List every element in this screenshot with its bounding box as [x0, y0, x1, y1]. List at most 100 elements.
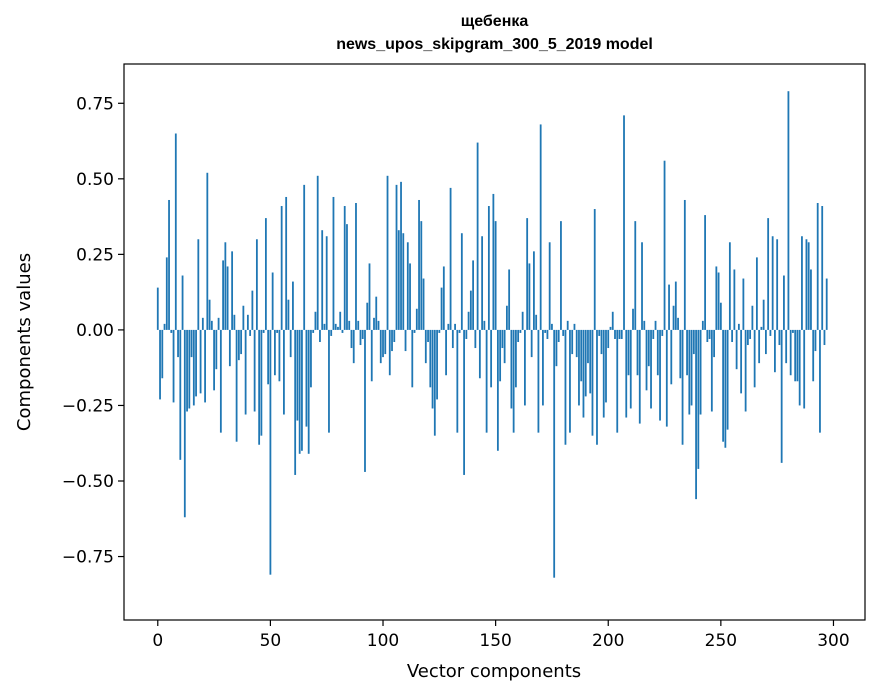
bar [677, 317, 679, 330]
bar [787, 91, 790, 330]
bar [449, 187, 452, 330]
bar [767, 218, 770, 330]
bar [600, 329, 603, 355]
bar [460, 233, 463, 330]
bar [197, 239, 200, 330]
bar [632, 308, 634, 330]
bar [163, 323, 166, 330]
bar [174, 133, 177, 330]
bar [620, 329, 623, 339]
bar [384, 329, 387, 355]
bar [379, 329, 382, 364]
bar [240, 329, 243, 355]
bar [451, 329, 454, 349]
bar [569, 329, 571, 433]
bar [438, 329, 441, 333]
bar [519, 329, 522, 333]
y-axis-ticks: −0.75 −0.50 −0.25 0.00 0.25 0.50 0.75 [62, 94, 124, 568]
bar [753, 329, 756, 388]
bar [278, 329, 281, 382]
bar [334, 323, 337, 330]
bar [762, 299, 765, 330]
bar [593, 209, 596, 330]
bar [305, 329, 308, 427]
bar [803, 329, 806, 409]
bar [402, 233, 405, 330]
bar [553, 329, 556, 578]
bar [542, 329, 544, 406]
bar [377, 320, 380, 330]
bar [695, 329, 697, 500]
bar [566, 320, 569, 330]
bar [467, 311, 470, 330]
bar [264, 218, 267, 330]
y-tick-label: −0.50 [62, 472, 114, 492]
bar [159, 329, 161, 400]
bar [533, 251, 535, 330]
bar [643, 320, 646, 330]
bar [481, 236, 484, 330]
bar [422, 278, 425, 330]
y-tick-label: −0.25 [62, 396, 114, 416]
bar [246, 314, 249, 330]
bar [188, 329, 191, 409]
bar [774, 329, 776, 373]
bar [544, 329, 547, 333]
bar [433, 329, 436, 436]
bar [582, 329, 585, 418]
bar [420, 221, 423, 330]
bar [501, 329, 504, 349]
bar [656, 329, 659, 376]
bar [231, 251, 234, 330]
bar [346, 224, 348, 330]
x-tick-label: 300 [817, 631, 849, 651]
bar [253, 329, 256, 412]
bar [587, 329, 589, 364]
bar [332, 196, 335, 330]
bar [652, 329, 655, 339]
bar [645, 329, 648, 391]
bar [686, 329, 688, 376]
x-axis-ticks: 0 50 100 150 200 250 300 [152, 620, 850, 651]
bar [262, 329, 265, 333]
bar [487, 206, 490, 330]
bar [726, 329, 729, 430]
bar [683, 199, 686, 330]
bar [512, 329, 515, 433]
bar [697, 329, 700, 469]
bar [233, 314, 236, 330]
bar [397, 230, 400, 330]
bar [255, 239, 258, 330]
bar [307, 329, 310, 454]
bar [469, 290, 472, 330]
bar [614, 329, 616, 339]
bar [819, 329, 821, 433]
bar [515, 329, 517, 388]
bar [647, 329, 650, 367]
bar [650, 329, 652, 409]
bar [765, 329, 767, 355]
bar [627, 329, 630, 376]
bar [589, 329, 592, 394]
bar [325, 236, 328, 330]
bar [688, 329, 691, 415]
bar [339, 311, 342, 330]
bar [411, 329, 414, 388]
bar [665, 329, 668, 427]
bar [267, 329, 270, 385]
bar [769, 329, 772, 336]
bar [199, 329, 202, 394]
bar [776, 239, 779, 330]
bar [670, 329, 673, 385]
bar [654, 320, 657, 330]
bar [206, 172, 209, 330]
bar [445, 329, 447, 376]
bar [530, 329, 533, 358]
bar [348, 320, 351, 330]
bar [485, 329, 488, 433]
bar [814, 329, 817, 352]
bar [289, 329, 292, 358]
bar [427, 329, 429, 342]
bar [364, 329, 366, 472]
